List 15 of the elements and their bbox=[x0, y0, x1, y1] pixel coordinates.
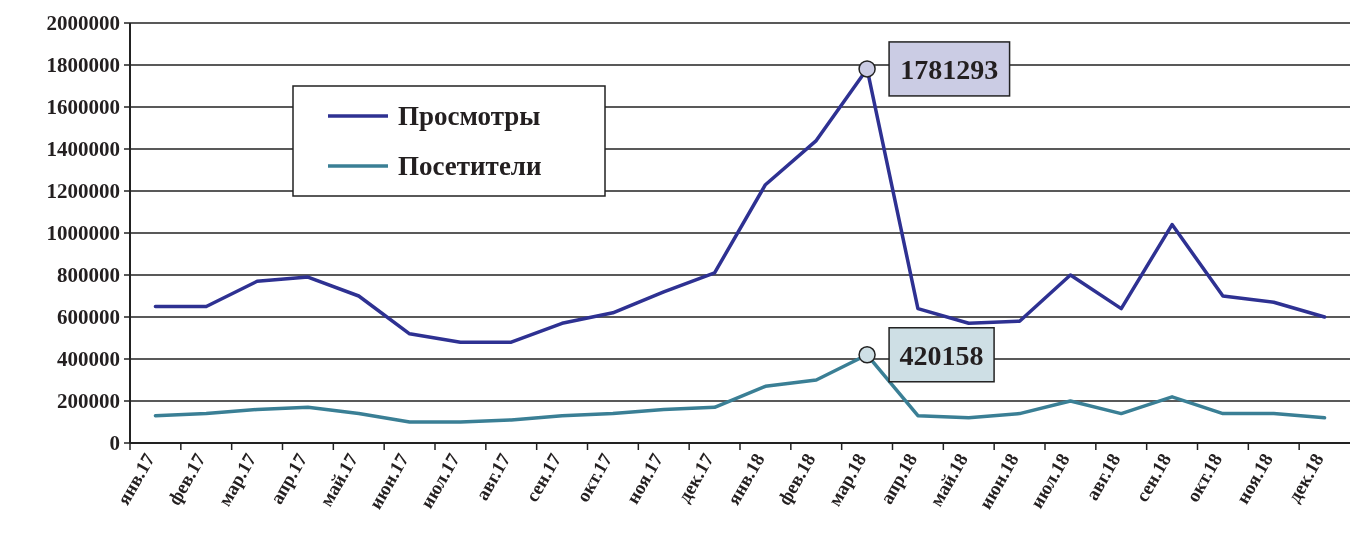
y-tick-label: 800000 bbox=[57, 263, 120, 288]
y-tick-label: 1000000 bbox=[46, 221, 120, 246]
y-tick-label: 1800000 bbox=[46, 53, 120, 78]
y-tick-label: 1200000 bbox=[46, 179, 120, 204]
y-tick-label: 1400000 bbox=[46, 137, 120, 162]
y-tick-label: 200000 bbox=[57, 389, 120, 414]
y-tick-label: 0 bbox=[109, 431, 120, 456]
y-tick-label: 600000 bbox=[57, 305, 120, 330]
legend-label: Просмотры bbox=[398, 101, 541, 132]
data-label: 1781293 bbox=[900, 53, 999, 85]
y-tick-label: 1600000 bbox=[46, 95, 120, 120]
legend-label: Посетители bbox=[398, 151, 542, 182]
data-label: 420158 bbox=[899, 339, 984, 371]
y-tick-label: 400000 bbox=[57, 347, 120, 372]
y-tick-label: 2000000 bbox=[46, 11, 120, 36]
